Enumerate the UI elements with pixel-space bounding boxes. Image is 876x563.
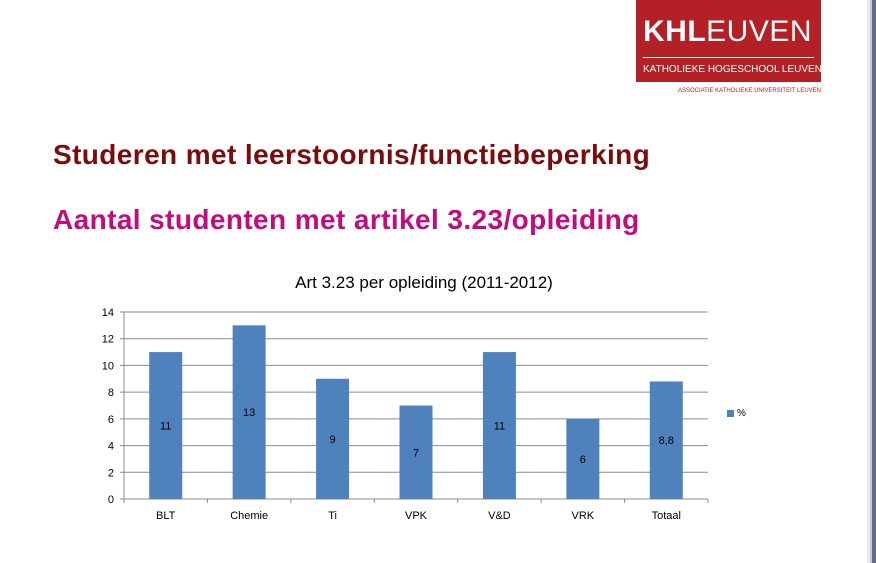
bar xyxy=(649,381,683,499)
legend-swatch xyxy=(727,410,734,417)
data-label: 6 xyxy=(580,454,586,466)
data-label: 13 xyxy=(243,407,255,419)
slide-subtitle: Aantal studenten met artikel 3.23/opleid… xyxy=(53,204,640,235)
bar xyxy=(399,405,433,499)
bar xyxy=(149,352,183,499)
x-tick-label: VPK xyxy=(405,510,428,522)
chart-title: Art 3.23 per opleiding (2011-2012) xyxy=(295,273,553,292)
logo-divider xyxy=(643,57,814,58)
khleuven-logo: KHLEUVEN KATHOLIEKE HOGESCHOOL LEUVEN xyxy=(636,0,822,82)
data-label: 11 xyxy=(160,421,171,433)
x-tick-label: VRK xyxy=(572,510,595,522)
data-label: 8,8 xyxy=(659,435,674,447)
logo-association: ASSOCIATIE KATHOLIEKE UNIVERSITEIT LEUVE… xyxy=(677,88,821,94)
chart-legend: % xyxy=(727,408,746,419)
y-tick-label: 2 xyxy=(108,467,114,479)
y-tick-label: 14 xyxy=(102,307,114,319)
window-edge xyxy=(867,0,876,563)
logo-subtitle: KATHOLIEKE HOGESCHOOL LEUVEN xyxy=(643,64,822,75)
data-label: 11 xyxy=(494,421,505,433)
x-tick-label: V&D xyxy=(488,510,511,522)
bar xyxy=(316,378,350,499)
bar xyxy=(566,418,600,499)
legend-label: % xyxy=(737,408,746,419)
x-tick-label: Ti xyxy=(328,510,337,522)
x-tick-label: BLT xyxy=(156,510,176,522)
data-label: 9 xyxy=(330,434,336,446)
slide-title: Studeren met leerstoornis/functiebeperki… xyxy=(53,139,651,170)
x-tick-label: Totaal xyxy=(652,510,681,522)
bar xyxy=(232,325,266,499)
y-tick-label: 12 xyxy=(102,334,114,346)
y-tick-label: 8 xyxy=(108,387,114,399)
y-tick-label: 6 xyxy=(108,414,114,426)
y-tick-label: 0 xyxy=(108,494,114,506)
data-label: 7 xyxy=(413,447,419,459)
y-tick-label: 10 xyxy=(102,360,114,372)
logo-wordmark: KHLEUVEN xyxy=(643,15,813,48)
y-tick-label: 4 xyxy=(108,441,114,453)
x-tick-label: Chemie xyxy=(230,510,268,522)
bar xyxy=(482,352,516,499)
